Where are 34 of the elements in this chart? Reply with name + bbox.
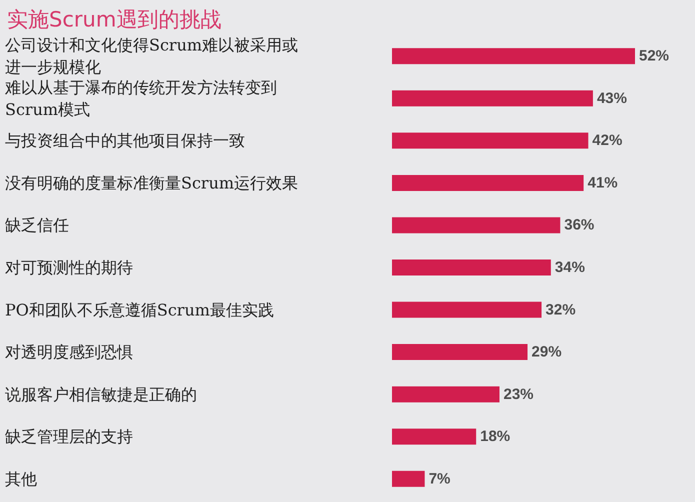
y-tick-label: 对透明度感到恐惧 (5, 342, 133, 362)
data-label: 36% (564, 216, 594, 234)
y-tick-label: 缺乏管理层的支持 (5, 427, 133, 446)
y-tick-label: 缺乏信任 (5, 216, 69, 235)
bar (392, 48, 635, 64)
y-tick-label: 与投资组合中的其他项目保持一致 (5, 131, 245, 150)
bar (392, 174, 584, 191)
data-label: 41% (588, 174, 618, 192)
y-tick-label: 公司设计和文化使得Scrum难以被采用或进一步规模化 (5, 36, 298, 77)
data-label: 43% (596, 90, 627, 107)
y-tick-label: 没有明确的度量标准衡量Scrum运行效果 (5, 173, 298, 192)
y-tick-label: 对可预测性的期待 (5, 258, 133, 277)
y-tick-label: PO和团队不乐意遵循Scrum最佳实践 (5, 300, 274, 320)
text: 实施Scrum遇到的挑战 (7, 8, 222, 32)
data-label: 18% (480, 428, 510, 446)
y-tick-label: 其他 (5, 469, 37, 488)
bar (392, 217, 560, 234)
bar (392, 344, 528, 360)
data-label: 34% (554, 259, 585, 276)
bar (392, 302, 542, 318)
data-label: 42% (592, 132, 622, 150)
data-label: 32% (546, 301, 576, 318)
data-label: 29% (532, 344, 562, 361)
y-tick-label: 难以从基于瀑布的传统开发方法转变到Scrum模式 (4, 78, 277, 119)
data-label: 7% (428, 470, 450, 488)
bar (392, 386, 500, 402)
bar (392, 132, 588, 149)
bar (392, 428, 476, 445)
y-tick-label: 说服客户相信敏捷是正确的 (5, 384, 197, 404)
bar (392, 90, 593, 106)
data-label: 23% (503, 386, 534, 403)
bar (392, 260, 551, 276)
bar (392, 470, 425, 487)
data-label: 52% (639, 48, 670, 65)
